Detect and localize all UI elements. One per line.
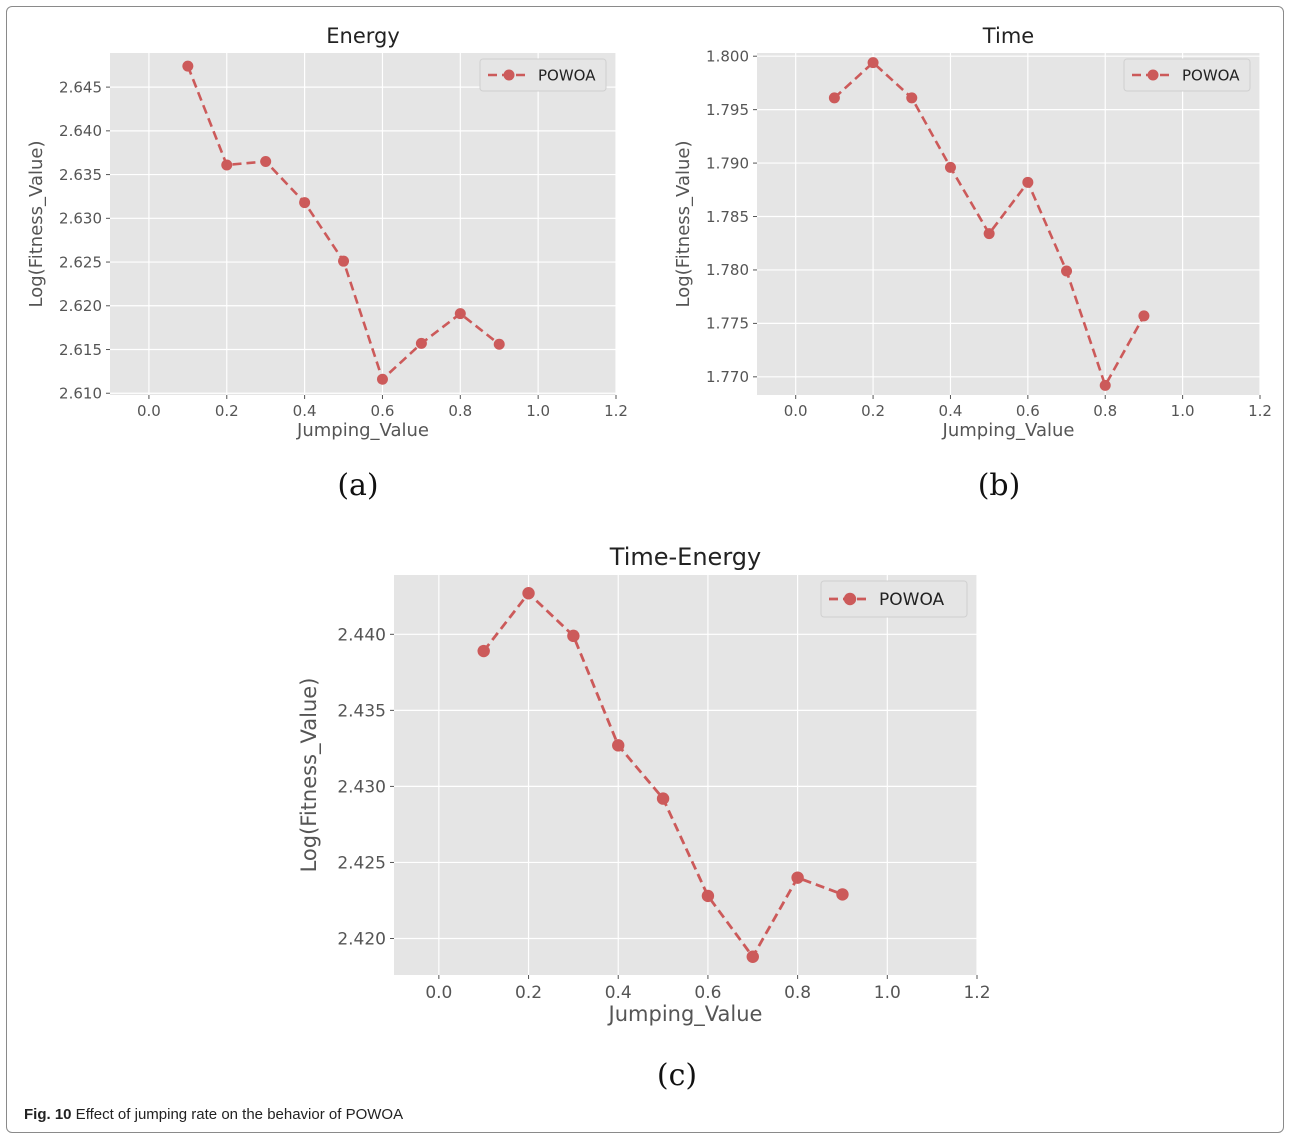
data-point [828, 92, 840, 104]
x-tick-label: 0.8 [448, 402, 472, 420]
data-point [338, 255, 350, 267]
data-point [906, 92, 918, 104]
legend-label: POWOA [538, 66, 596, 84]
x-tick-label: 1.2 [604, 402, 628, 420]
x-tick-label: 0.0 [425, 983, 452, 1003]
data-point [746, 950, 759, 963]
legend-marker [503, 69, 515, 81]
data-point [376, 373, 388, 385]
plot-area [394, 575, 977, 975]
data-point [791, 871, 804, 884]
plot-area [110, 53, 616, 395]
data-point [567, 629, 580, 643]
data-point [656, 792, 670, 805]
x-tick-label: 0.8 [784, 983, 811, 1003]
data-point [1061, 265, 1073, 277]
x-tick-label: 1.2 [963, 983, 990, 1003]
data-point [221, 159, 233, 171]
y-axis-label: Log(Fitness_Value) [673, 141, 694, 308]
y-axis-label: Log(Fitness_Value) [26, 141, 47, 308]
legend-box [1123, 58, 1251, 92]
data-point [1138, 310, 1150, 322]
data-point [182, 60, 194, 72]
x-tick-label: 1.0 [1171, 402, 1195, 420]
y-tick-label: 1.770 [706, 368, 749, 386]
y-tick-label: 2.435 [337, 701, 386, 721]
y-tick-label: 2.620 [59, 297, 102, 315]
y-tick-label: 1.775 [706, 315, 749, 333]
figure-frame [6, 6, 1284, 1133]
x-tick-label: 1.0 [526, 402, 550, 420]
data-point [944, 161, 956, 173]
data-point [299, 197, 311, 209]
x-tick-label: 1.2 [1248, 402, 1272, 420]
x-axis-label: Jumping_Value [607, 1002, 763, 1027]
data-point [836, 888, 849, 901]
x-tick-label: 1.0 [874, 983, 901, 1003]
y-tick-label: 2.420 [337, 929, 386, 949]
y-tick-label: 2.430 [337, 777, 386, 797]
data-point [1022, 176, 1034, 188]
x-tick-label: 0.0 [784, 402, 808, 420]
caption-prefix: Fig. 10 [24, 1106, 72, 1123]
y-tick-label: 1.790 [706, 154, 749, 172]
y-tick-label: 2.640 [59, 122, 102, 140]
data-point [983, 228, 995, 240]
data-point [522, 587, 535, 600]
y-tick-label: 2.630 [59, 210, 102, 228]
x-tick-label: 0.4 [939, 402, 963, 420]
chart-title: Energy [326, 24, 400, 48]
y-tick-label: 2.635 [59, 166, 102, 184]
x-tick-label: 0.2 [515, 983, 542, 1003]
sublabel-b: (b) [977, 468, 1021, 503]
y-tick-label: 2.645 [59, 78, 102, 96]
y-tick-label: 1.780 [706, 261, 749, 279]
data-point [477, 644, 490, 658]
data-point [415, 337, 427, 349]
x-tick-label: 0.2 [215, 402, 239, 420]
sublabel-c: (c) [656, 1058, 698, 1093]
y-tick-label: 2.440 [337, 625, 386, 645]
data-point [867, 57, 879, 69]
legend-marker [1147, 69, 1159, 81]
y-tick-label: 2.625 [59, 253, 102, 271]
y-tick-label: 1.800 [706, 47, 749, 65]
chart-title: Time-Energy [609, 543, 761, 571]
y-tick-label: 2.615 [59, 341, 102, 359]
y-tick-label: 2.425 [337, 853, 386, 873]
data-point [701, 889, 715, 903]
legend-box [820, 580, 968, 618]
x-axis-label: Jumping_Value [942, 420, 1075, 441]
data-point [493, 338, 505, 350]
x-tick-label: 0.6 [694, 983, 721, 1003]
data-point [612, 739, 625, 752]
figure-caption: Fig. 10 Effect of jumping rate on the be… [24, 1106, 403, 1123]
x-tick-label: 0.4 [605, 983, 632, 1003]
caption-text: Effect of jumping rate on the behavior o… [71, 1106, 404, 1123]
data-point [1099, 379, 1111, 391]
y-tick-label: 2.610 [59, 385, 102, 403]
x-tick-label: 0.2 [861, 402, 885, 420]
x-tick-label: 0.4 [293, 402, 317, 420]
x-tick-label: 0.6 [371, 402, 395, 420]
legend-marker [843, 592, 857, 606]
x-axis-label: Jumping_Value [296, 420, 429, 441]
y-axis-label: Log(Fitness_Value) [297, 678, 322, 873]
y-tick-label: 1.795 [706, 101, 749, 119]
data-point [260, 155, 272, 167]
x-tick-label: 0.0 [137, 402, 161, 420]
data-point [454, 308, 466, 320]
legend-label: POWOA [879, 590, 945, 610]
x-tick-label: 0.8 [1093, 402, 1117, 420]
legend-label: POWOA [1182, 66, 1240, 84]
legend-box [479, 58, 607, 92]
x-tick-label: 0.6 [1016, 402, 1040, 420]
chart-title: Time [982, 24, 1034, 48]
sublabel-a: (a) [337, 468, 379, 503]
y-tick-label: 1.785 [706, 208, 749, 226]
